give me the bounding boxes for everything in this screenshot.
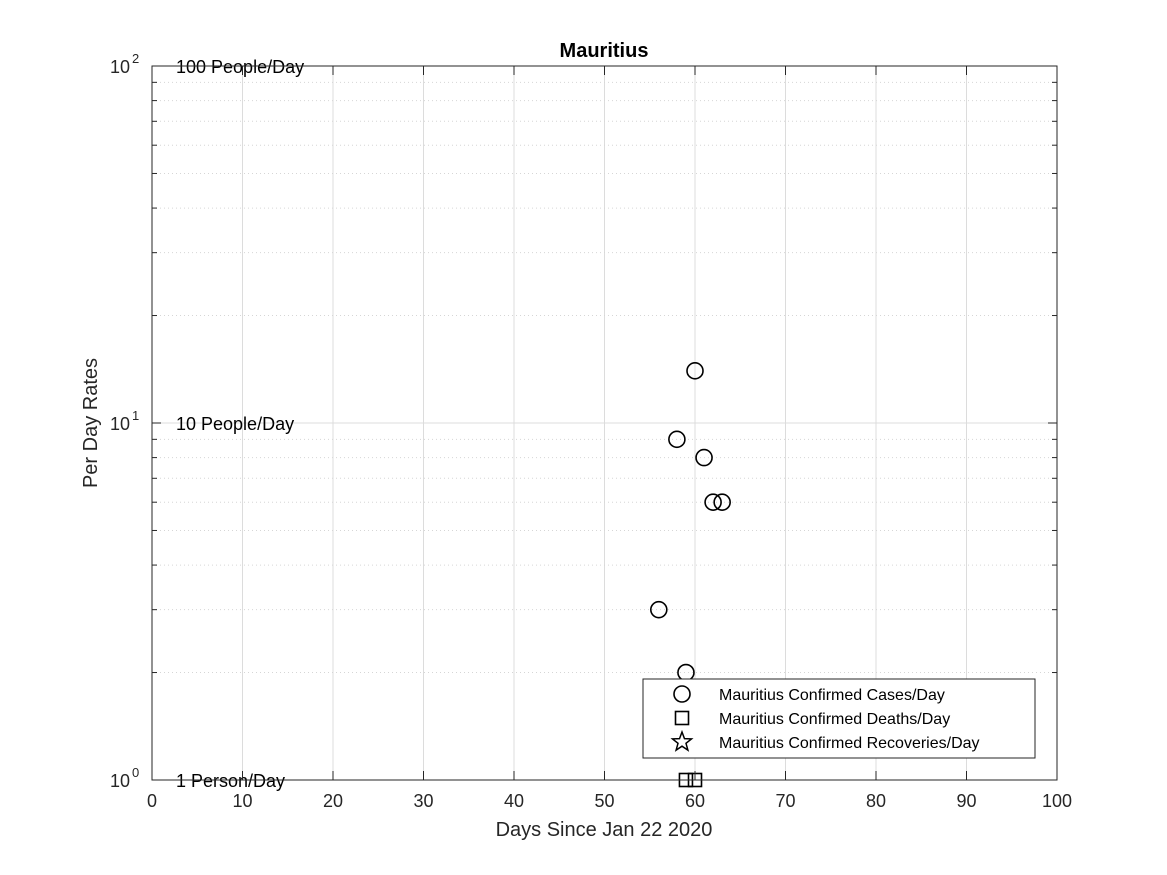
y-tick-label: 10 [110, 414, 130, 434]
y-tick-label: 10 [110, 771, 130, 791]
reference-labels: 100 People/Day 10 People/Day 1 Person/Day [176, 57, 304, 791]
legend-entry-label: Mauritius Confirmed Cases/Day [719, 687, 945, 704]
x-tick-label: 80 [866, 791, 886, 811]
legend-box [642, 678, 1036, 759]
chart-title: Mauritius [560, 40, 649, 62]
y-tick-exponent: 0 [132, 765, 139, 780]
x-tick-label: 70 [775, 791, 795, 811]
legend-entry-label: Mauritius Confirmed Deaths/Day [719, 711, 950, 728]
x-tick-label: 50 [594, 791, 614, 811]
y-tick-exponent: 1 [132, 408, 139, 423]
y-tick-label: 10 [110, 57, 130, 77]
legend-entry-label: Mauritius Confirmed Recoveries/Day [719, 735, 980, 752]
legend: Mauritius Confirmed Cases/Day Mauritius C… [642, 678, 1036, 759]
x-tick-label: 90 [956, 791, 976, 811]
data-point-circle [668, 430, 686, 449]
y-tick-exponent: 2 [132, 51, 139, 66]
legend-marker-square [674, 710, 690, 726]
x-tick-label: 10 [232, 791, 252, 811]
data-point-circle [704, 493, 722, 512]
y-axis-label: Per Day Rates [80, 358, 102, 488]
legend-marker-circle [673, 685, 691, 703]
x-tick-label: 30 [413, 791, 433, 811]
grid [152, 66, 1057, 780]
reference-label: 1 Person/Day [176, 771, 285, 791]
data-point-circle [713, 493, 731, 512]
x-tick-label: 60 [685, 791, 705, 811]
x-axis-label: Days Since Jan 22 2020 [496, 819, 713, 841]
reference-label: 100 People/Day [176, 57, 304, 77]
data-point-circle [649, 600, 668, 619]
x-tick-label: 0 [147, 791, 157, 811]
x-tick-label: 20 [323, 791, 343, 811]
data-point-circle [686, 362, 704, 380]
x-tick-label: 40 [504, 791, 524, 811]
data-point-circle [695, 448, 713, 467]
x-tick-label: 100 [1042, 791, 1072, 811]
reference-label: 10 People/Day [176, 414, 294, 434]
legend-marker-star [670, 729, 694, 752]
